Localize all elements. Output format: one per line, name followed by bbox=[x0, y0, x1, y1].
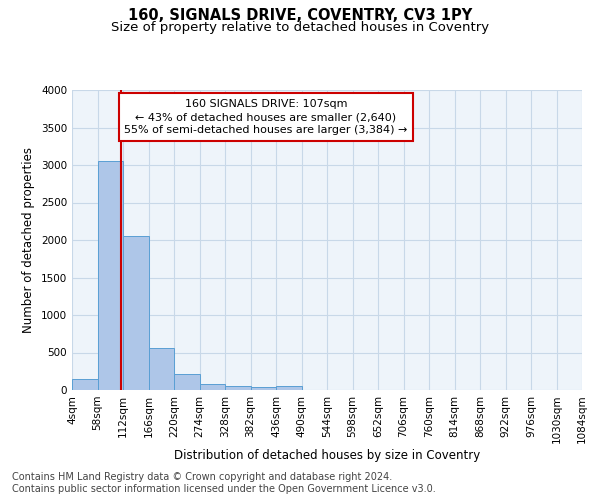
Text: Size of property relative to detached houses in Coventry: Size of property relative to detached ho… bbox=[111, 21, 489, 34]
X-axis label: Distribution of detached houses by size in Coventry: Distribution of detached houses by size … bbox=[174, 449, 480, 462]
Text: 160, SIGNALS DRIVE, COVENTRY, CV3 1PY: 160, SIGNALS DRIVE, COVENTRY, CV3 1PY bbox=[128, 8, 472, 22]
Bar bbox=[200, 384, 225, 390]
Bar bbox=[225, 386, 251, 390]
Text: Contains HM Land Registry data © Crown copyright and database right 2024.: Contains HM Land Registry data © Crown c… bbox=[12, 472, 392, 482]
Bar bbox=[276, 386, 302, 390]
Bar bbox=[251, 388, 276, 390]
Text: Contains public sector information licensed under the Open Government Licence v3: Contains public sector information licen… bbox=[12, 484, 436, 494]
Bar bbox=[123, 236, 149, 390]
Bar bbox=[149, 348, 174, 390]
Bar bbox=[72, 379, 97, 390]
Bar bbox=[97, 161, 123, 390]
Text: 160 SIGNALS DRIVE: 107sqm
← 43% of detached houses are smaller (2,640)
55% of se: 160 SIGNALS DRIVE: 107sqm ← 43% of detac… bbox=[124, 99, 407, 136]
Bar bbox=[174, 374, 199, 390]
Y-axis label: Number of detached properties: Number of detached properties bbox=[22, 147, 35, 333]
